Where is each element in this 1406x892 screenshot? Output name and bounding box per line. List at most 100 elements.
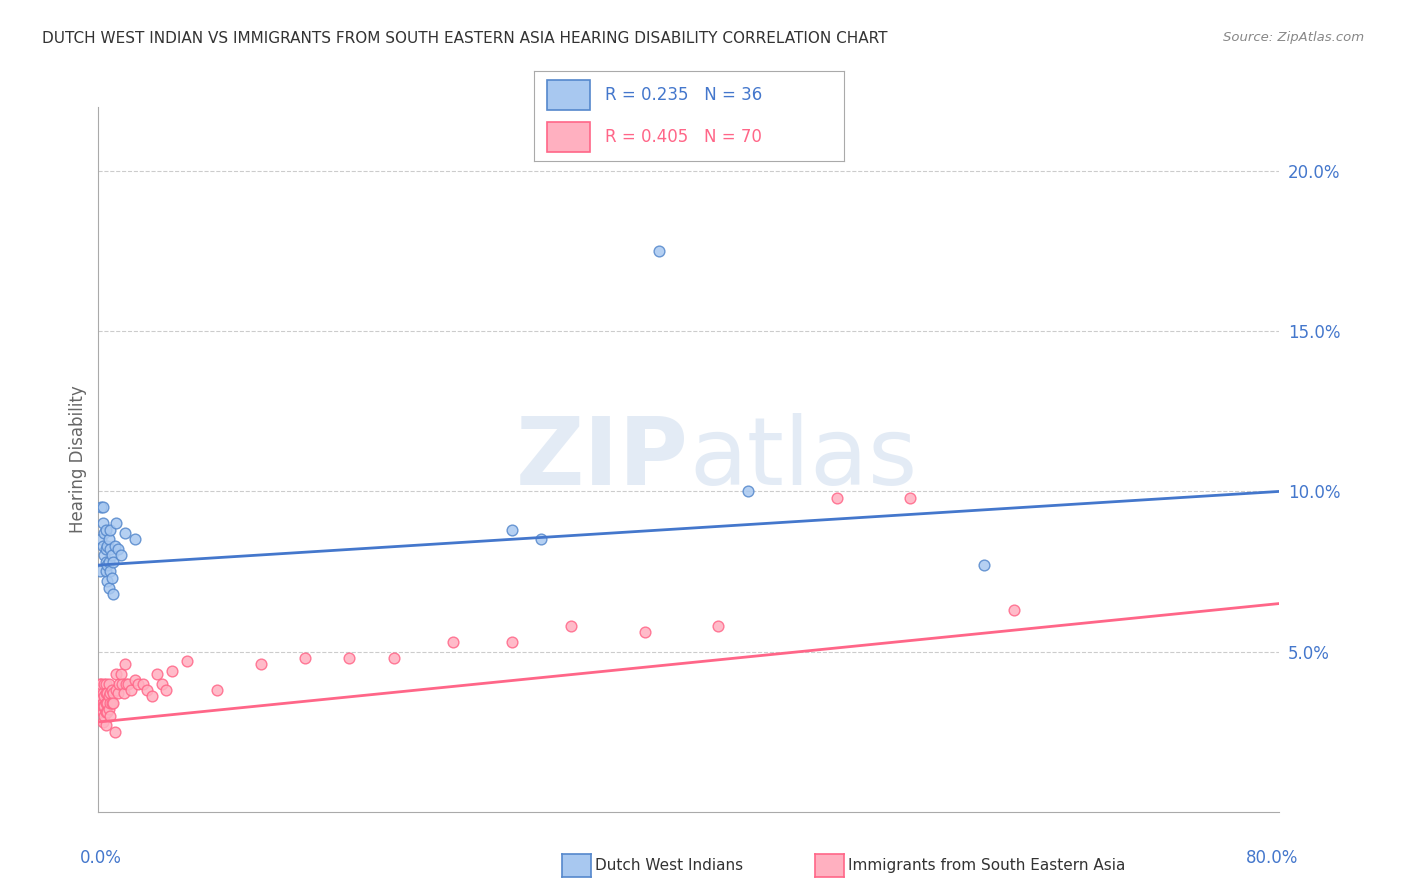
Point [94,542,117,557]
Point [97,555,120,569]
Point [103,555,125,569]
Point [501,523,523,537]
Point [96,558,118,573]
Point [103,587,125,601]
Point [91,686,114,700]
Point [91,500,114,515]
Point [176,654,198,668]
Point [96,686,118,700]
Point [96,539,118,553]
Point [634,625,657,640]
Point [90,676,112,690]
Point [94,706,117,720]
Point [93,676,115,690]
Point [100,683,122,698]
Point [124,533,146,547]
Point [100,549,122,563]
Point [93,526,115,541]
Point [98,696,121,710]
Point [1002,603,1025,617]
Point [89,565,111,579]
Point [93,549,115,563]
Point [96,696,118,710]
Point [112,686,135,700]
Text: 80.0%: 80.0% [1246,849,1299,867]
Point [115,676,138,690]
Point [105,516,128,531]
Point [97,702,120,716]
Point [90,683,112,698]
Point [91,539,114,553]
Point [90,702,112,716]
Point [382,651,405,665]
Point [104,724,127,739]
Point [90,692,112,706]
Point [648,244,671,259]
Point [110,667,132,681]
Text: Dutch West Indians: Dutch West Indians [595,858,742,872]
Point [97,676,120,690]
Point [98,542,121,557]
Text: R = 0.405   N = 70: R = 0.405 N = 70 [606,128,762,146]
Point [114,657,136,672]
Point [97,533,120,547]
Point [93,699,115,714]
Point [90,500,112,515]
Point [560,619,582,633]
Point [94,565,117,579]
Point [111,676,134,690]
Point [136,683,159,698]
Point [124,673,146,688]
Point [98,523,121,537]
Point [96,574,118,588]
Point [103,696,125,710]
Point [97,690,120,704]
Point [973,558,995,573]
Point [141,690,163,704]
Point [89,692,111,706]
Point [501,635,523,649]
Point [294,651,316,665]
Point [250,657,273,672]
Point [146,667,169,681]
Point [89,683,111,698]
Point [105,683,128,698]
Point [91,699,114,714]
Text: ZIP: ZIP [516,413,689,506]
Point [91,714,114,729]
Point [93,690,115,704]
Bar [547,80,591,110]
Point [90,690,112,704]
Point [94,718,117,732]
Point [94,676,117,690]
Point [90,533,112,547]
Point [98,565,121,579]
Point [94,523,117,537]
Point [530,533,553,547]
Point [441,635,464,649]
Y-axis label: Hearing Disability: Hearing Disability [69,385,87,533]
Point [96,706,118,720]
Point [97,581,120,595]
Point [94,555,117,569]
Point [107,542,129,557]
Point [162,664,183,678]
Point [94,696,117,710]
Text: DUTCH WEST INDIAN VS IMMIGRANTS FROM SOUTH EASTERN ASIA HEARING DISABILITY CORRE: DUTCH WEST INDIAN VS IMMIGRANTS FROM SOU… [42,31,887,46]
Point [94,686,117,700]
Point [205,683,228,698]
Point [108,676,131,690]
Point [91,516,114,531]
Point [104,539,127,553]
Point [127,676,149,690]
Point [107,686,129,700]
Point [100,696,122,710]
Point [100,571,122,585]
Point [114,526,136,541]
Point [150,676,173,690]
Point [120,683,142,698]
Point [900,491,922,505]
Point [825,491,848,505]
Text: Immigrants from South Eastern Asia: Immigrants from South Eastern Asia [848,858,1125,872]
Point [155,683,177,698]
